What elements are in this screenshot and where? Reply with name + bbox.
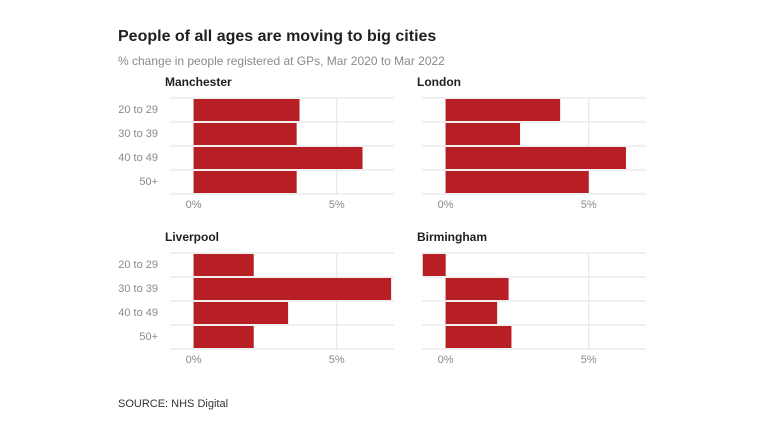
x-tick-label: 5% [329, 354, 345, 366]
bar [193, 123, 297, 145]
panel-title: Liverpool [165, 230, 219, 244]
y-tick-label: 20 to 29 [118, 104, 158, 116]
source: SOURCE: NHS Digital [118, 398, 228, 410]
bar [422, 254, 446, 276]
bar [193, 326, 254, 348]
bar [445, 278, 509, 300]
bar [445, 302, 498, 324]
bar [445, 326, 512, 348]
bar [193, 278, 392, 300]
bar [445, 171, 589, 193]
panel-title: Manchester [165, 75, 232, 89]
subtitle: % change in people registered at GPs, Ma… [118, 54, 445, 68]
y-tick-label: 20 to 29 [118, 259, 158, 271]
x-tick-label: 0% [438, 199, 454, 211]
y-tick-label: 40 to 49 [118, 307, 158, 319]
y-tick-label: 50+ [139, 176, 158, 188]
y-tick-label: 50+ [139, 331, 158, 343]
x-tick-label: 0% [438, 354, 454, 366]
y-tick-label: 40 to 49 [118, 152, 158, 164]
x-tick-label: 0% [186, 199, 202, 211]
bar [445, 147, 626, 169]
bar [193, 99, 300, 121]
title: People of all ages are moving to big cit… [118, 28, 436, 45]
bar [193, 254, 254, 276]
panel-title: Birmingham [417, 230, 487, 244]
y-tick-label: 30 to 39 [118, 128, 158, 140]
panel-title: London [417, 75, 461, 89]
bar [193, 302, 289, 324]
bar [193, 147, 363, 169]
bar [193, 171, 297, 193]
bar [445, 123, 521, 145]
x-tick-label: 5% [329, 199, 345, 211]
x-tick-label: 5% [581, 199, 597, 211]
bar [445, 99, 561, 121]
y-tick-label: 30 to 39 [118, 283, 158, 295]
x-tick-label: 5% [581, 354, 597, 366]
x-tick-label: 0% [186, 354, 202, 366]
